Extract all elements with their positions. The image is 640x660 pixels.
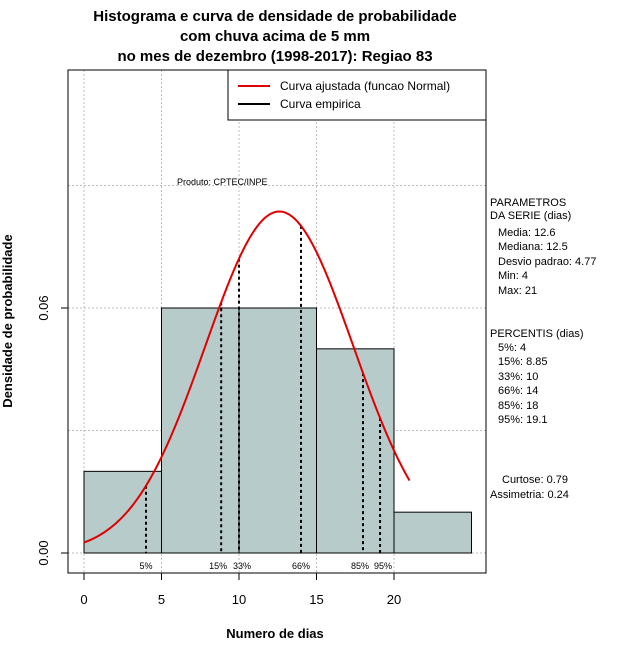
stat-assimetria: Assimetria: 0.24 [490,489,569,501]
stat-p33: 33%: 10 [498,371,538,383]
percentile-label-2: 33% [233,561,251,571]
axes: 0 5 10 15 20 0.00 0.06 [36,295,401,607]
legend-label-empirical: Curva empirica [280,97,361,111]
product-annotation: Produto: CPTEC/INPE [177,177,268,187]
percentile-label-1: 15% [209,561,227,571]
stat-p66: 66%: 14 [498,385,538,397]
percentile-label-3: 66% [292,561,310,571]
percentile-lines: 5% 15% 33% 66% 85% 95% [139,225,392,571]
stat-p85: 85%: 18 [498,400,538,412]
stat-curtose: Curtose: 0.79 [502,474,568,486]
y-tick-label-1: 0.06 [36,295,51,320]
x-tick-label-4: 20 [387,592,401,607]
stat-max: Max: 21 [498,285,537,297]
stat-desvio: Desvio padrao: 4.77 [498,256,596,268]
histogram-bar-3 [316,348,395,554]
histogram-bar-2 [238,307,317,554]
percentile-label-5: 95% [374,561,392,571]
histogram-bars [83,307,472,554]
stat-p95: 95%: 19.1 [498,414,548,426]
y-axis-title: Densidade de probabilidade [0,234,15,407]
y-tick-label-0: 0.00 [36,540,51,565]
params-title-1: PARAMETROS [490,197,566,209]
percentile-label-0: 5% [139,561,152,571]
x-tick-label-0: 0 [80,592,87,607]
histogram-bar-4 [393,511,472,554]
legend-label-fitted: Curva ajustada (funcao Normal) [280,79,450,93]
chart-title-line-3: no mes de dezembro (1998-2017): Regiao 8… [117,48,432,65]
percentile-label-4: 85% [351,561,369,571]
params-title-2: DA SERIE (dias) [490,210,571,222]
percentis-title: PERCENTIS (dias) [490,328,584,340]
x-tick-label-1: 5 [158,592,165,607]
statistics-panel: PARAMETROS DA SERIE (dias) Media: 12.6 M… [490,197,596,501]
legend: Curva ajustada (funcao Normal) Curva emp… [227,69,487,121]
stat-p5: 5%: 4 [498,342,526,354]
stat-media: Media: 12.6 [498,227,555,239]
normal-curve-line [83,210,411,544]
stat-min: Min: 4 [498,270,528,282]
legend-box [227,69,487,121]
stat-mediana: Mediana: 12.5 [498,241,568,253]
stat-p15: 15%: 8.85 [498,356,548,368]
chart-title-line-1: Histograma e curva de densidade de proba… [93,8,456,25]
chart-title-line-2: com chuva acima de 5 mm [180,28,370,45]
histogram-bar-0 [83,470,162,554]
x-axis-title: Numero de dias [226,626,324,641]
x-tick-label-3: 15 [309,592,323,607]
x-tick-label-2: 10 [232,592,246,607]
